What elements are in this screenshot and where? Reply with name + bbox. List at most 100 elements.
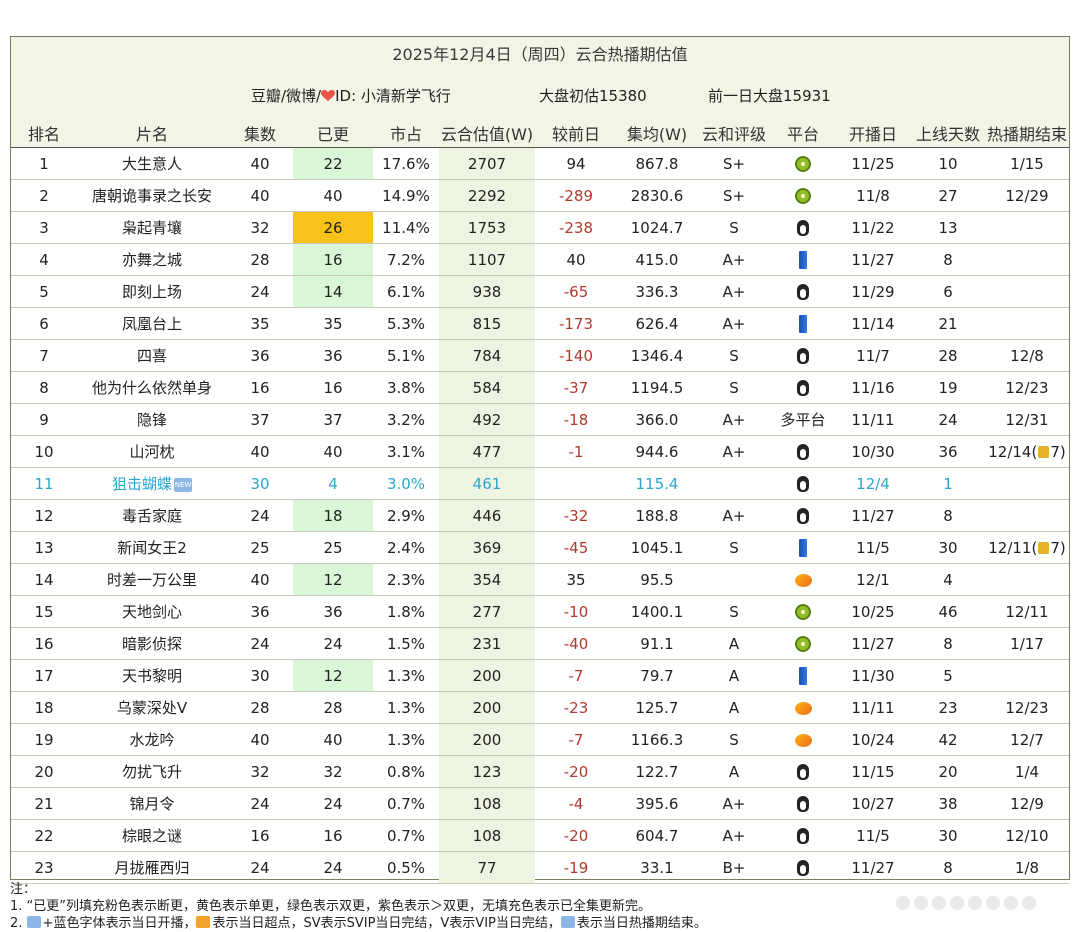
end-date-cell bbox=[985, 499, 1069, 532]
estimate-cell: 492 bbox=[439, 403, 535, 436]
tencent-penguin-icon bbox=[797, 444, 809, 460]
start-date-cell: 11/5 bbox=[835, 531, 911, 564]
start-date-cell: 11/27 bbox=[835, 851, 911, 884]
average-cell: 1045.1 bbox=[617, 531, 697, 564]
days-online-cell: 8 bbox=[911, 243, 985, 276]
rating-cell: A bbox=[697, 691, 771, 724]
notes-line-2-part-c: 表示当日超点，SV表示SVIP当日完结，V表示VIP当日完结， bbox=[212, 916, 561, 931]
end-date-text: 12/7 bbox=[1010, 730, 1044, 749]
start-date-cell: 11/14 bbox=[835, 307, 911, 340]
estimate-cell: 1107 bbox=[439, 243, 535, 276]
start-date-cell: 11/11 bbox=[835, 403, 911, 436]
youku-bar-icon bbox=[799, 538, 807, 557]
share-cell: 7.2% bbox=[373, 243, 439, 276]
estimate-cell: 123 bbox=[439, 755, 535, 788]
table-row: 9 隐锋 37 37 3.2% 492 -18 366.0 A+ 多平台 11/11 24 12/31 bbox=[11, 403, 1069, 436]
rank-cell: 4 bbox=[11, 243, 77, 276]
end-date-text: 12/29 bbox=[1005, 186, 1049, 205]
table-row: 8 他为什么依然单身 16 16 3.8% 584 -37 1194.5 S 11/16 19 12/… bbox=[11, 371, 1069, 404]
end-date-cell: 12/10 bbox=[985, 819, 1069, 852]
tencent-penguin-icon bbox=[797, 508, 809, 524]
episodes-cell: 24 bbox=[227, 627, 293, 660]
estimate-cell: 200 bbox=[439, 659, 535, 692]
delta-cell: -20 bbox=[535, 819, 617, 852]
episodes-cell: 40 bbox=[227, 147, 293, 180]
iqiyi-kiwi-icon bbox=[795, 156, 811, 172]
source-info: 豆瓣/微博/ID: 小清新学飞行 bbox=[251, 85, 451, 106]
end-date-cell: 12/8 bbox=[985, 339, 1069, 372]
rating-cell: A+ bbox=[697, 499, 771, 532]
rating-cell: A+ bbox=[697, 787, 771, 820]
rank-cell: 1 bbox=[11, 147, 77, 180]
episodes-cell: 24 bbox=[227, 275, 293, 308]
tencent-penguin-icon bbox=[797, 380, 809, 396]
end-date-text: 12/11( bbox=[988, 538, 1038, 557]
title-text: 天地剑心 bbox=[121, 603, 182, 621]
col-header-platform: 平台 bbox=[771, 119, 835, 148]
rating-cell: A bbox=[697, 755, 771, 788]
delta-cell: -1 bbox=[535, 435, 617, 468]
share-cell: 0.7% bbox=[373, 819, 439, 852]
title-text: 四喜 bbox=[136, 347, 167, 365]
mango-tv-icon bbox=[794, 733, 812, 747]
episodes-cell: 30 bbox=[227, 467, 293, 500]
title-cell: 枭起青壤 bbox=[77, 211, 227, 244]
episodes-cell: 24 bbox=[227, 851, 293, 884]
table-row: 14 时差一万公里 40 12 2.3% 354 35 95.5 12/1 4 bbox=[11, 563, 1069, 596]
back-arrow-icon bbox=[560, 916, 575, 928]
start-date-cell: 11/15 bbox=[835, 755, 911, 788]
table-row: 3 枭起青壤 32 26 11.4% 1753 -238 1024.7 S 11/22 13 bbox=[11, 211, 1069, 244]
end-date-cell: 12/11( 7) bbox=[985, 531, 1069, 564]
updated-cell: 35 bbox=[293, 307, 373, 340]
updated-cell: 22 bbox=[293, 147, 373, 180]
tencent-penguin-icon bbox=[797, 220, 809, 236]
average-cell: 1346.4 bbox=[617, 339, 697, 372]
ranking-table: 排名 片名 集数 已更 市占 云合估值(W) 较前日 集均(W) 云和评级 平台… bbox=[11, 119, 1069, 884]
notes-line-1: 1. “已更”列填充粉色表示断更，黄色表示单更，绿色表示双更，紫色表示＞双更，无… bbox=[10, 899, 652, 914]
estimate-cell: 108 bbox=[439, 787, 535, 820]
share-cell: 3.8% bbox=[373, 371, 439, 404]
days-online-cell: 27 bbox=[911, 179, 985, 212]
episodes-cell: 16 bbox=[227, 371, 293, 404]
start-date-cell: 12/4 bbox=[835, 467, 911, 500]
end-date-text: 12/11 bbox=[1005, 602, 1049, 621]
start-date-cell: 11/16 bbox=[835, 371, 911, 404]
days-online-cell: 8 bbox=[911, 627, 985, 660]
end-date-cell: 1/17 bbox=[985, 627, 1069, 660]
share-cell: 3.1% bbox=[373, 435, 439, 468]
end-date-cell: 1/4 bbox=[985, 755, 1069, 788]
platform-cell bbox=[771, 755, 835, 788]
average-cell: 626.4 bbox=[617, 307, 697, 340]
rating-cell: S bbox=[697, 211, 771, 244]
estimate-cell: 938 bbox=[439, 275, 535, 308]
title-cell: 勿扰飞升 bbox=[77, 755, 227, 788]
col-header-rating: 云和评级 bbox=[697, 119, 771, 148]
rating-cell: A bbox=[697, 659, 771, 692]
rank-cell: 20 bbox=[11, 755, 77, 788]
title-cell: 暗影侦探 bbox=[77, 627, 227, 660]
start-date-cell: 11/29 bbox=[835, 275, 911, 308]
average-cell: 366.0 bbox=[617, 403, 697, 436]
platform-cell bbox=[771, 307, 835, 340]
delta-cell: -65 bbox=[535, 275, 617, 308]
end-date-suffix: 7) bbox=[1050, 538, 1066, 557]
rank-cell: 15 bbox=[11, 595, 77, 628]
days-online-cell: 30 bbox=[911, 531, 985, 564]
estimate-cell: 354 bbox=[439, 563, 535, 596]
page-title: 2025年12月4日（周四）云合热播期估值 bbox=[392, 45, 688, 64]
rank-cell: 10 bbox=[11, 435, 77, 468]
rating-cell: S bbox=[697, 595, 771, 628]
end-date-cell: 12/7 bbox=[985, 723, 1069, 756]
estimate-cell: 369 bbox=[439, 531, 535, 564]
iqiyi-kiwi-icon bbox=[795, 604, 811, 620]
youku-bar-icon bbox=[799, 250, 807, 269]
table-row: 19 水龙吟 40 40 1.3% 200 -7 1166.3 S 10/24 42 12/7 bbox=[11, 723, 1069, 756]
end-date-text: 12/31 bbox=[1005, 410, 1049, 429]
share-cell: 0.5% bbox=[373, 851, 439, 884]
rating-cell: S bbox=[697, 371, 771, 404]
rank-cell: 21 bbox=[11, 787, 77, 820]
rank-cell: 23 bbox=[11, 851, 77, 884]
episodes-cell: 36 bbox=[227, 595, 293, 628]
estimate-cell: 277 bbox=[439, 595, 535, 628]
platform-cell bbox=[771, 659, 835, 692]
